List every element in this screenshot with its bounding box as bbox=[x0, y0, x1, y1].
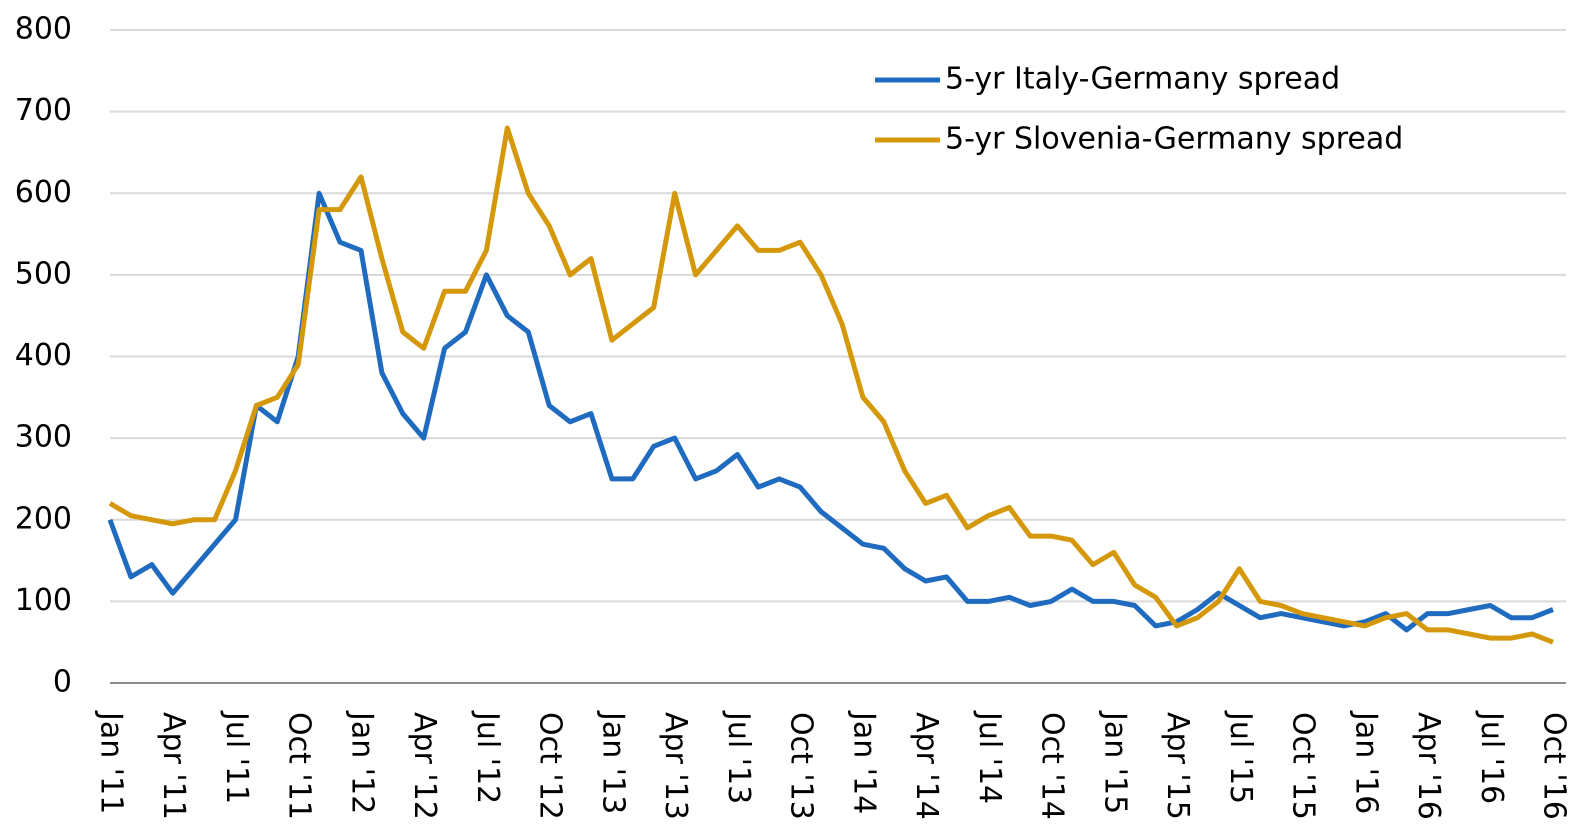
x-tick-label: Oct '16 bbox=[1537, 712, 1572, 820]
x-tick-label: Jan '14 bbox=[846, 710, 881, 814]
x-tick-label: Apr '14 bbox=[909, 712, 944, 820]
x-tick-label: Jul '16 bbox=[1474, 710, 1509, 804]
x-tick-label: Jul '14 bbox=[972, 710, 1007, 804]
x-tick-label: Jan '12 bbox=[344, 710, 379, 814]
x-tick-label: Oct '12 bbox=[533, 712, 568, 820]
y-tick-label: 800 bbox=[15, 12, 72, 47]
y-tick-label: 300 bbox=[15, 420, 72, 455]
x-tick-label: Oct '13 bbox=[784, 712, 819, 820]
series-line bbox=[107, 190, 1554, 633]
x-tick-label: Apr '13 bbox=[658, 712, 693, 820]
x-tick-label: Jan '11 bbox=[94, 710, 129, 814]
series-line bbox=[108, 125, 1554, 645]
x-tick-label: Jan '16 bbox=[1348, 710, 1383, 814]
y-tick-label: 700 bbox=[15, 93, 72, 128]
y-tick-label: 200 bbox=[15, 501, 72, 536]
legend-label: 5-yr Italy-Germany spread bbox=[945, 62, 1340, 97]
y-tick-label: 100 bbox=[15, 583, 72, 618]
y-tick-label: 0 bbox=[53, 665, 72, 700]
y-tick-label: 600 bbox=[15, 175, 72, 210]
x-tick-label: Jul '15 bbox=[1223, 710, 1258, 804]
x-tick-label: Oct '15 bbox=[1286, 712, 1321, 820]
x-tick-label: Apr '11 bbox=[156, 712, 191, 820]
x-tick-label: Jul '12 bbox=[470, 710, 505, 804]
legend-label: 5-yr Slovenia-Germany spread bbox=[945, 122, 1403, 157]
x-tick-label: Jan '13 bbox=[595, 710, 630, 814]
x-tick-label: Oct '14 bbox=[1035, 712, 1070, 820]
x-tick-label: Apr '16 bbox=[1411, 712, 1446, 820]
x-tick-label: Apr '15 bbox=[1160, 712, 1195, 820]
x-tick-label: Jul '11 bbox=[219, 710, 254, 804]
y-tick-label: 400 bbox=[15, 338, 72, 373]
y-tick-label: 500 bbox=[15, 256, 72, 291]
x-tick-label: Jan '15 bbox=[1097, 710, 1132, 814]
x-tick-label: Jul '13 bbox=[721, 710, 756, 804]
x-tick-label: Oct '11 bbox=[282, 712, 317, 820]
x-tick-label: Apr '12 bbox=[407, 712, 442, 820]
